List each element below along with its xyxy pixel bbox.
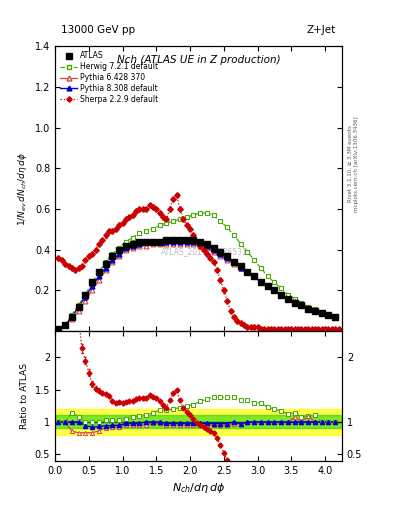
Text: Nch (ATLAS UE in Z production): Nch (ATLAS UE in Z production): [117, 55, 280, 65]
Y-axis label: Ratio to ATLAS: Ratio to ATLAS: [20, 363, 29, 429]
Y-axis label: $1/N_{ev}\,dN_{ch}/d\eta\,d\phi$: $1/N_{ev}\,dN_{ch}/d\eta\,d\phi$: [16, 152, 29, 226]
Legend: ATLAS, Herwig 7.2.1 default, Pythia 6.428 370, Pythia 8.308 default, Sherpa 2.2.: ATLAS, Herwig 7.2.1 default, Pythia 6.42…: [57, 48, 162, 107]
Text: Z+Jet: Z+Jet: [307, 25, 336, 35]
Text: ATLAS_2019_I1736531: ATLAS_2019_I1736531: [161, 247, 248, 256]
Text: Rivet 3.1.10, ≥ 3.3M events: Rivet 3.1.10, ≥ 3.3M events: [348, 125, 353, 202]
X-axis label: $N_{ch}/d\eta\,d\phi$: $N_{ch}/d\eta\,d\phi$: [172, 481, 225, 495]
Text: 13000 GeV pp: 13000 GeV pp: [61, 25, 135, 35]
Text: mcplots.cern.ch [arXiv:1306.3436]: mcplots.cern.ch [arXiv:1306.3436]: [354, 116, 359, 211]
